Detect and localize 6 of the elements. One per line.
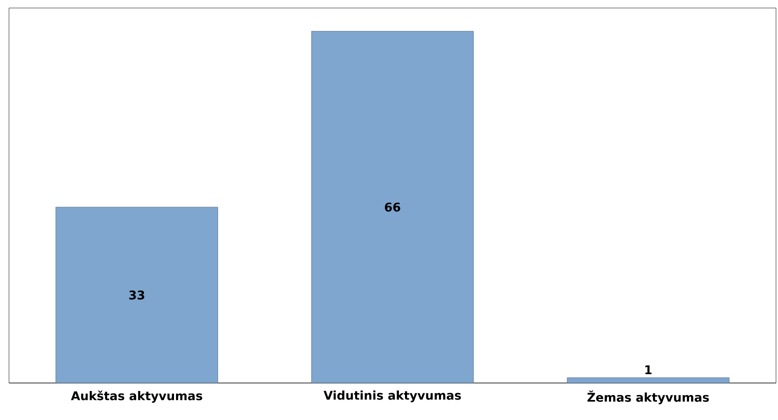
x-tick-label: Vidutinis aktyvumas [324,390,461,402]
x-tick-label: Aukštas aktyvumas [70,390,202,403]
data-label: 33 [129,290,144,300]
data-label: 1 [645,365,652,374]
data-label: 66 [384,202,400,212]
x-tick-label: Žemas aktyvumas [587,390,709,404]
